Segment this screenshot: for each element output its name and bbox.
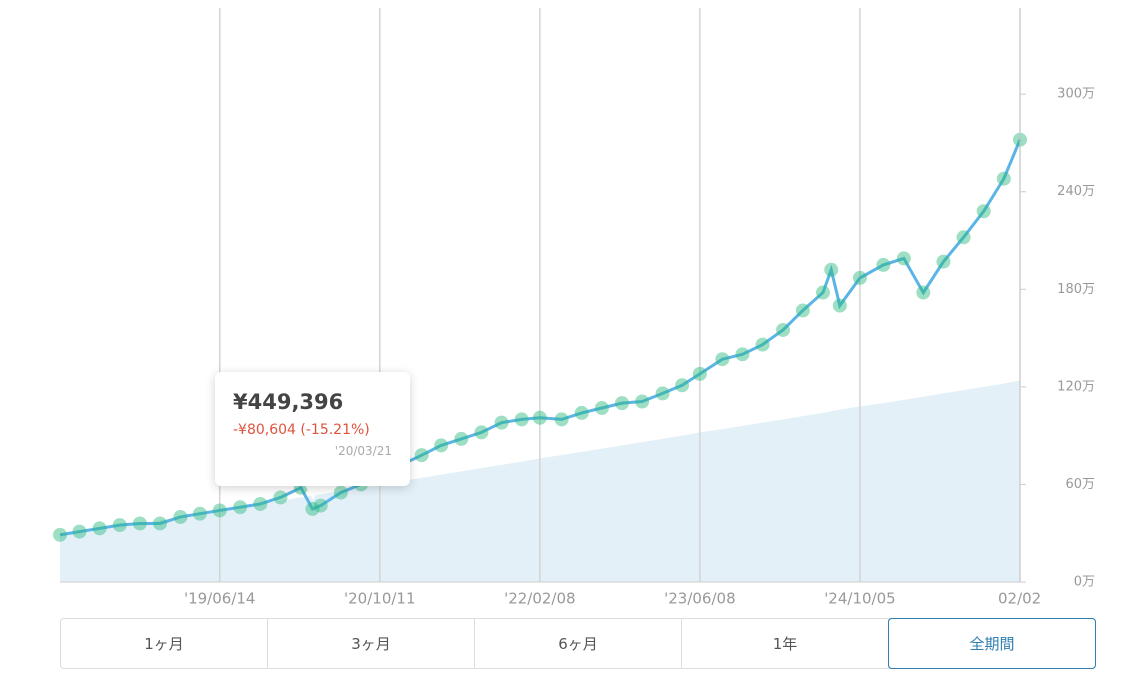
x-tick-label: '20/10/11 <box>344 590 416 608</box>
point-marker <box>434 438 449 453</box>
tooltip-date: '20/03/21 <box>334 444 392 458</box>
point-marker <box>92 521 107 536</box>
x-tick-label: 02/02 <box>998 590 1041 608</box>
point-marker <box>916 285 931 300</box>
point-marker <box>192 506 207 521</box>
y-tick-label: 60万 <box>1065 477 1095 492</box>
point-marker <box>233 500 248 515</box>
y-tick-label: 240万 <box>1057 184 1095 199</box>
point-marker <box>615 396 630 411</box>
x-tick-label: '22/02/08 <box>504 590 576 608</box>
tooltip-value: ¥449,396 <box>233 390 344 414</box>
point-marker <box>896 251 911 266</box>
point-marker <box>824 262 839 277</box>
x-tick-label: '23/06/08 <box>664 590 736 608</box>
point-marker <box>494 415 509 430</box>
y-tick-label: 300万 <box>1057 87 1095 102</box>
point-marker <box>692 366 707 381</box>
point-marker <box>635 394 650 409</box>
point-marker <box>414 448 429 463</box>
point-marker <box>454 431 469 446</box>
point-marker <box>996 171 1011 186</box>
point-marker <box>152 516 167 531</box>
point-marker <box>514 412 529 427</box>
range-button[interactable]: 全期間 <box>888 618 1096 669</box>
range-button[interactable]: 1ヶ月 <box>61 619 268 668</box>
x-tick-label: '24/10/05 <box>824 590 896 608</box>
y-tick-label: 0万 <box>1074 575 1095 590</box>
point-marker <box>53 527 67 542</box>
point-marker <box>715 352 730 367</box>
y-tick-label: 180万 <box>1057 282 1095 297</box>
point-marker <box>832 298 847 313</box>
point-marker <box>212 503 227 518</box>
tooltip-change: -¥80,604 (-15.21%) <box>233 422 370 438</box>
point-marker <box>675 378 690 393</box>
point-marker <box>776 322 791 337</box>
point-marker <box>532 410 547 425</box>
point-marker <box>554 412 569 427</box>
point-marker <box>594 401 609 416</box>
point-marker <box>112 518 127 533</box>
point-marker <box>755 337 770 352</box>
point-marker <box>474 425 489 440</box>
point-marker <box>936 254 951 269</box>
point-marker <box>815 285 830 300</box>
point-marker <box>305 501 320 516</box>
point-marker <box>574 405 589 420</box>
point-marker <box>655 386 670 401</box>
point-marker <box>956 230 971 245</box>
point-marker <box>273 490 288 505</box>
range-buttons: 1ヶ月 3ヶ月 6ヶ月 1年 全期間 <box>60 618 1096 669</box>
chart: '19/06/14 '20/10/11 '22/02/08 '23/06/08 '24/… <box>53 8 1095 608</box>
point-marker <box>333 485 348 500</box>
point-marker <box>795 303 810 318</box>
point-marker <box>876 257 891 272</box>
tooltip: ¥449,396 -¥80,604 (-15.21%) '20/03/21 <box>215 372 410 486</box>
point-marker <box>253 496 268 511</box>
point-marker <box>313 498 328 513</box>
point-marker <box>72 524 87 539</box>
point-marker <box>735 347 750 362</box>
point-marker <box>852 270 867 285</box>
tooltip-pointer <box>305 485 321 500</box>
range-button[interactable]: 3ヶ月 <box>268 619 475 668</box>
y-tick-label: 120万 <box>1057 379 1095 394</box>
x-tick-label: '19/06/14 <box>184 590 256 608</box>
value-line <box>59 139 1022 537</box>
range-button[interactable]: 1年 <box>682 619 889 668</box>
point-marker <box>976 204 991 219</box>
point-marker <box>132 516 147 531</box>
point-marker <box>173 509 188 524</box>
range-button[interactable]: 6ヶ月 <box>475 619 682 668</box>
